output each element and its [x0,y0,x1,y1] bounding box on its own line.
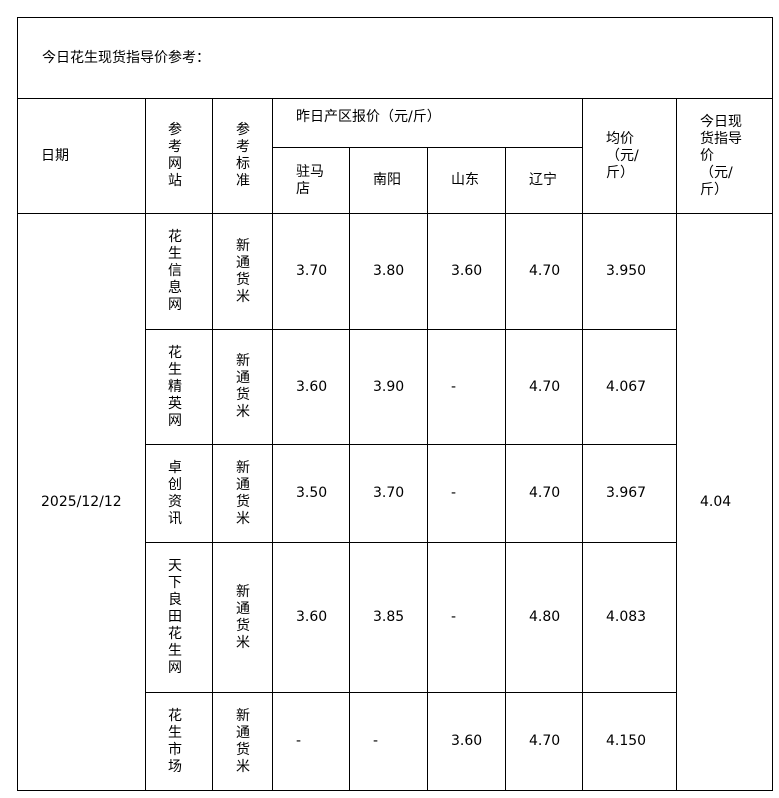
liaoning-cell: 4.70 [505,444,583,543]
header-avg: 均价（元/斤） [606,130,639,181]
site-cell: 花生精英网 [168,344,182,429]
shandong-cell: - [427,542,506,693]
shandong-cell: 3.60 [427,692,506,791]
zhumadian-cell: 3.60 [272,329,350,445]
avg-cell: 3.967 [582,444,677,543]
table-row: 天下良田花生网 新通货米 3.60 3.85 - 4.80 4.083 [18,542,773,693]
avg-cell: 3.950 [582,213,677,330]
nanyang-cell: 3.90 [349,329,428,445]
standard-cell: 新通货米 [236,707,250,775]
table-row: 2025/12/12 花生信息网 新通货米 3.70 3.80 3.60 4.7… [17,213,774,791]
liaoning-cell: 4.80 [505,542,583,693]
site-cell: 天下良田花生网 [168,558,182,676]
zhumadian-cell: 3.70 [272,213,350,330]
liaoning-cell: 4.70 [505,692,583,791]
standard-cell: 新通货米 [236,237,250,305]
liaoning-cell: 4.70 [505,213,583,330]
table-row: 花生市场 新通货米 - - 3.60 4.70 4.150 [18,692,773,791]
header-date: 日期 [17,98,146,214]
zhumadian-cell: 3.60 [272,542,350,693]
price-table: 今日花生现货指导价参考： 日期 参考网站 参考标准 昨日产区报价（元/斤） 均价… [16,17,774,791]
shandong-cell: - [427,444,506,543]
shandong-cell: - [427,329,506,445]
header-region-liaoning: 辽宁 [505,147,583,214]
standard-cell: 新通货米 [236,583,250,651]
header-guide: 今日现货指导价（元/斤） [700,113,742,198]
site-cell: 花生市场 [168,707,182,775]
nanyang-cell: 3.85 [349,542,428,693]
zhumadian-cell: 3.50 [272,444,350,543]
liaoning-cell: 4.70 [505,329,583,445]
avg-cell: 4.150 [582,692,677,791]
table-title: 今日花生现货指导价参考： [16,17,774,99]
nanyang-cell: 3.80 [349,213,428,330]
standard-cell: 新通货米 [236,353,250,420]
avg-cell: 4.067 [582,329,677,445]
header-region-zhumadian: 驻马店 [296,163,324,197]
header-region-shandong: 山东 [427,147,506,214]
avg-cell: 4.083 [582,542,677,693]
site-cell: 卓创资讯 [168,459,182,527]
shandong-cell: 3.60 [427,213,506,330]
date-cell: 2025/12/12 [17,213,146,791]
header-region-nanyang: 南阳 [349,147,428,214]
header-site: 参考网站 [168,122,182,189]
table-row: 花生精英网 新通货米 3.60 3.90 - 4.70 4.067 [18,329,773,445]
header-yesterday: 昨日产区报价（元/斤） [272,98,583,148]
nanyang-cell: 3.70 [349,444,428,543]
standard-cell: 新通货米 [236,459,250,527]
table-row: 卓创资讯 新通货米 3.50 3.70 - 4.70 3.967 [18,444,773,543]
nanyang-cell: - [349,692,428,791]
site-cell: 花生信息网 [168,229,182,313]
zhumadian-cell: - [272,692,350,791]
header-standard: 参考标准 [236,122,250,189]
guide-price-cell: 4.04 [675,213,774,791]
